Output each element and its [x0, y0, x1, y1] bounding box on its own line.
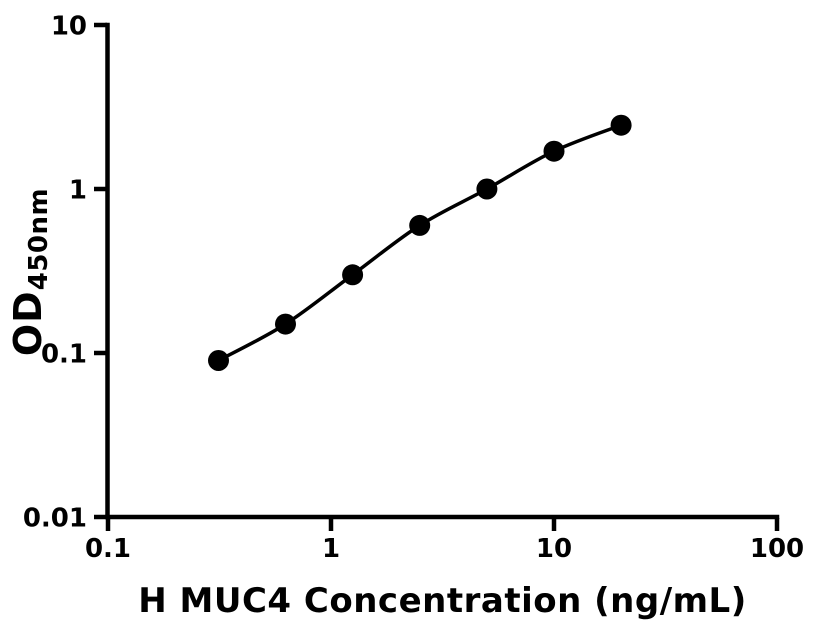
data-point-marker	[342, 264, 364, 286]
data-point-marker	[275, 313, 296, 335]
y-tick-label: 0.01	[23, 504, 87, 534]
x-tick-label: 10	[536, 534, 572, 564]
x-axis-title: H MUC4 Concentration (ng/mL)	[138, 581, 747, 621]
data-point-marker	[543, 140, 565, 162]
data-point-marker	[208, 350, 229, 371]
x-tick-label: 100	[750, 534, 804, 564]
data-point-marker	[409, 214, 431, 236]
y-axis-title: OD450nm	[6, 188, 54, 357]
y-axis-title-main: OD	[6, 290, 50, 357]
y-axis-title-subscript: 450nm	[24, 187, 54, 291]
x-tick-label: 1	[322, 534, 340, 564]
x-tick-label: 0.1	[85, 534, 131, 564]
data-point-marker	[610, 114, 632, 136]
y-tick-label: 1	[69, 176, 87, 206]
y-tick-label: 10	[51, 12, 87, 42]
y-tick-label: 0.1	[41, 340, 87, 370]
data-point-marker	[476, 178, 498, 200]
